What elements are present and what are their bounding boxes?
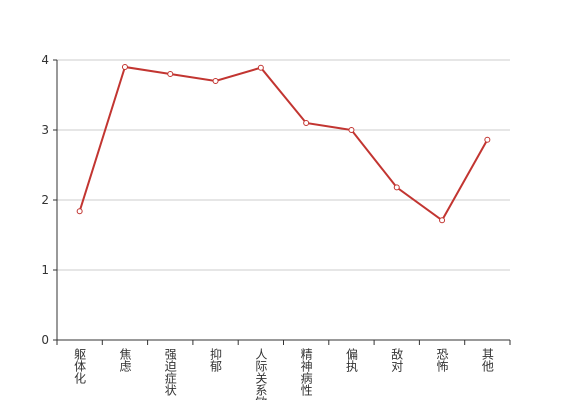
point	[303, 120, 310, 126]
x-tick-label: 人际关系敏感	[254, 348, 268, 400]
x-tick-label: 躯体化	[73, 347, 87, 385]
point	[484, 136, 491, 143]
x-tick-label: 其他	[480, 348, 494, 372]
y-tick-label: 0	[41, 333, 49, 347]
y-tick-label: 1	[41, 263, 49, 277]
point	[76, 208, 83, 215]
point	[348, 127, 355, 133]
x-tick-label: 精神病性	[299, 348, 313, 397]
point	[257, 64, 264, 71]
x-tick-label: 焦虑	[118, 348, 132, 372]
point	[439, 217, 446, 224]
x-tick-label: 强迫症状	[163, 348, 177, 396]
point	[212, 78, 219, 84]
line	[78, 65, 489, 222]
y-tick-label: 3	[41, 123, 49, 137]
point	[121, 64, 128, 70]
x-tick-label: 偏执	[344, 347, 358, 373]
point	[393, 184, 400, 191]
y-tick-label: 4	[41, 53, 49, 67]
x-tick-label: 抑郁	[209, 347, 223, 373]
point	[167, 71, 174, 77]
y-tick-label: 2	[41, 193, 49, 207]
x-tick-label: 恐怖	[435, 348, 449, 372]
x-tick-label: 敌对	[390, 347, 404, 372]
